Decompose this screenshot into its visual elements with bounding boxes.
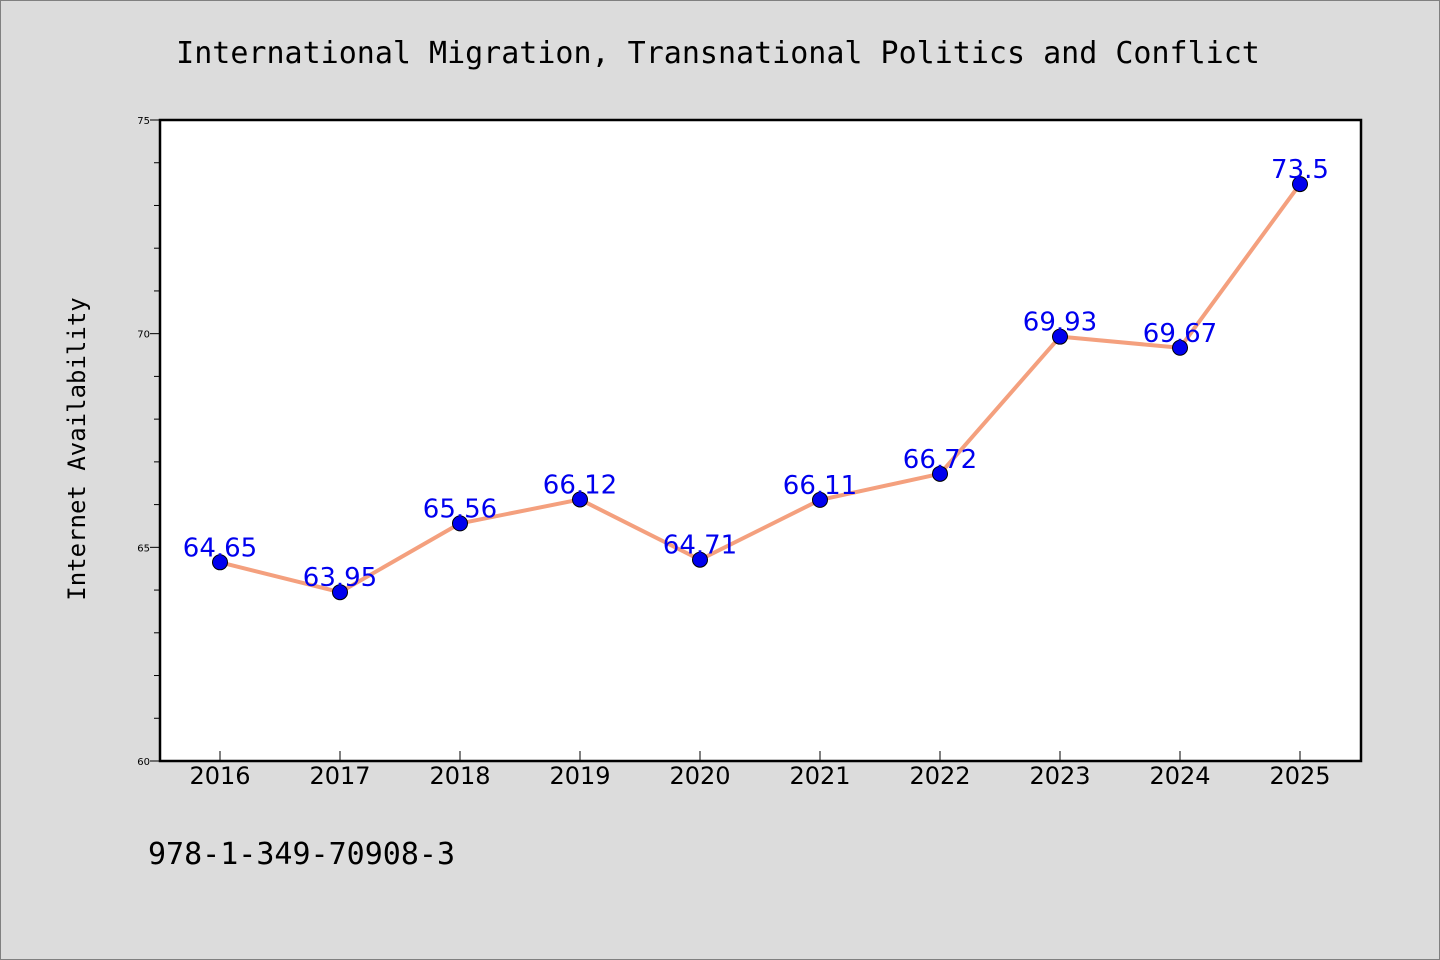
isbn-footer: 978-1-349-70908-3 [148,837,455,872]
data-label: 64.65 [183,533,257,563]
x-tick-label: 2024 [1149,762,1210,790]
data-point [1292,176,1308,193]
data-label: 69.67 [1143,319,1217,349]
data-label: 65.56 [423,494,497,524]
y-tick-label: 60 [137,757,150,768]
data-point [932,465,948,482]
data-labels: 64.65 63.95 65.56 66.12 64.71 66.11 66.72 69.93… [183,155,1329,593]
plot-area [160,120,1361,761]
y-axis-label: Internet Availability [63,297,91,600]
x-tick-label: 2019 [549,762,610,790]
data-label: 66.11 [783,471,857,501]
y-tick-label: 65 [137,543,150,554]
x-tick-label: 2025 [1269,762,1330,790]
data-label: 64.71 [663,531,737,561]
plot-border [158,118,1363,763]
data-label: 66.72 [903,445,977,475]
data-point [332,584,348,601]
x-tick-label: 2020 [669,762,730,790]
data-point [1172,339,1188,356]
data-label: 66.12 [543,470,617,500]
x-tick-label: 2021 [789,762,850,790]
data-point [812,491,828,508]
data-label: 73.5 [1271,155,1329,185]
data-point [692,551,708,568]
data-point [1052,328,1068,345]
data-point [572,491,588,508]
data-point [212,554,228,571]
x-tick-label: 2016 [189,762,250,790]
x-tick-label: 2017 [309,762,370,790]
series-layer [212,176,1308,601]
series-line [219,182,1302,595]
x-axis-ticks: 2016 2017 2018 2019 2020 2021 2022 2023 2024 2025 [189,751,1331,790]
x-tick-label: 2018 [429,762,490,790]
data-label: 63.95 [303,563,377,593]
chart-title: International Migration, Transnational P… [176,36,1260,71]
data-point [452,515,468,532]
y-tick-label: 75 [137,116,150,127]
y-tick-label: 70 [137,330,150,341]
y-axis-ticks: 60 65 70 75 [137,116,160,768]
x-tick-label: 2023 [1029,762,1090,790]
x-tick-label: 2022 [909,762,970,790]
data-label: 69.93 [1023,308,1097,338]
